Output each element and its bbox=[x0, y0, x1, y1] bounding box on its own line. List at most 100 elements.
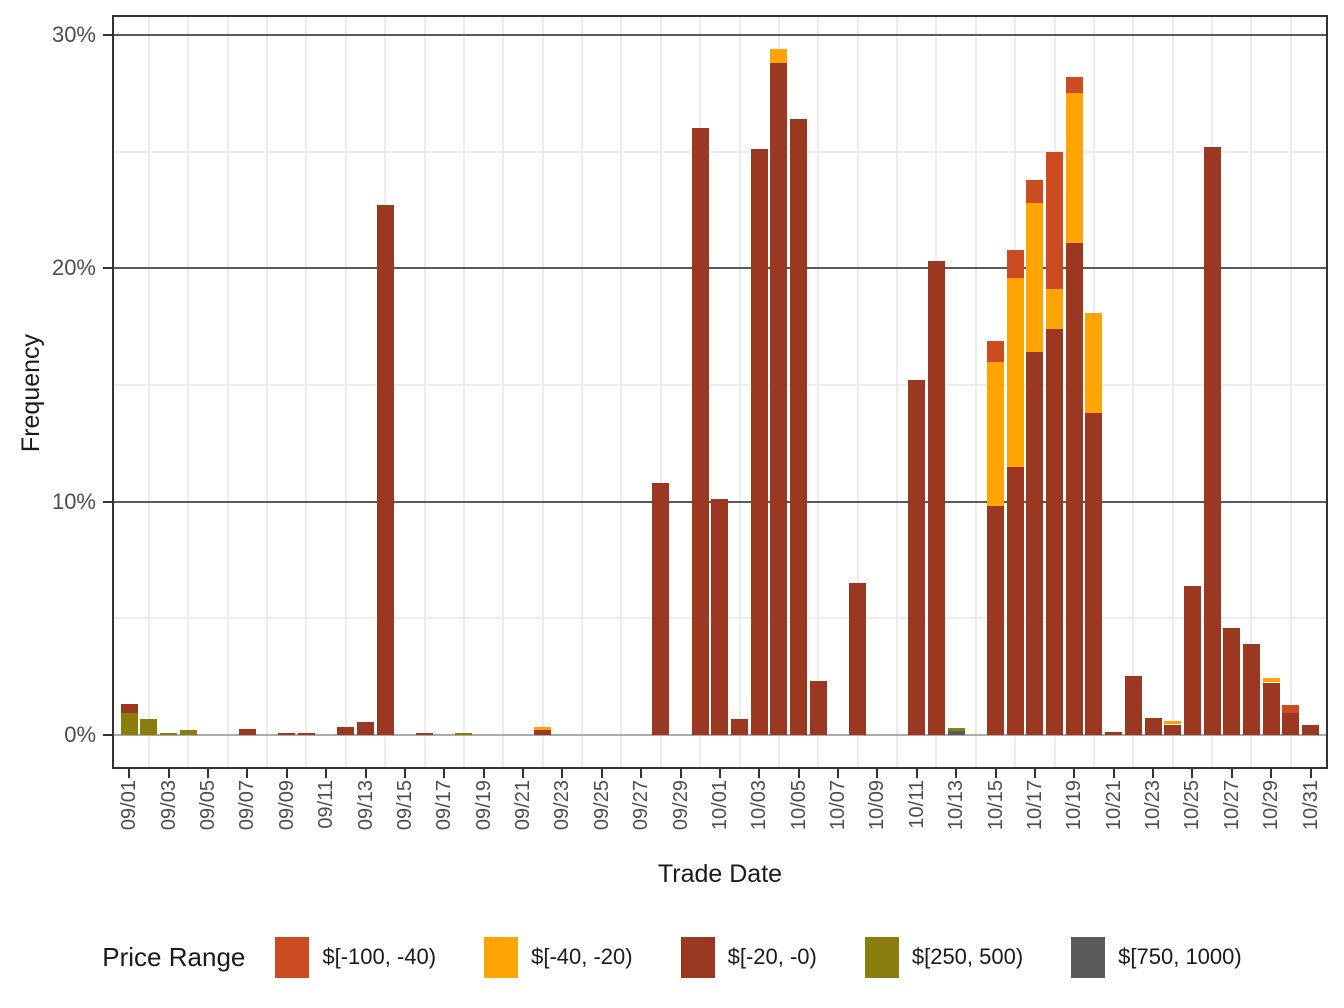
x-tick-label: 09/17 bbox=[433, 780, 456, 831]
bar-10/15 bbox=[987, 15, 1005, 769]
x-tick-mark bbox=[837, 769, 840, 778]
bar-segment bbox=[278, 732, 296, 735]
bar-10/11 bbox=[908, 15, 926, 769]
bar-segment bbox=[1006, 277, 1024, 467]
x-tick-mark bbox=[797, 769, 800, 778]
x-tick-mark bbox=[522, 769, 525, 778]
bar-segment bbox=[1006, 249, 1024, 278]
bar-09/30 bbox=[691, 15, 709, 769]
minor-horizontal-gridline bbox=[112, 384, 1328, 386]
bar-10/26 bbox=[1203, 15, 1221, 769]
bar-segment bbox=[790, 119, 808, 735]
bar-segment bbox=[731, 718, 749, 735]
minor-vertical-gridline bbox=[896, 15, 899, 769]
bar-segment bbox=[357, 722, 375, 735]
x-axis-title: Trade Date bbox=[657, 860, 783, 888]
bar-segment bbox=[455, 733, 473, 735]
bar-10/19 bbox=[1065, 15, 1083, 769]
bar-09/28 bbox=[652, 15, 670, 769]
legend-swatch bbox=[1071, 936, 1106, 978]
x-tick-label: 10/03 bbox=[748, 780, 771, 831]
bar-10/04 bbox=[770, 15, 788, 769]
y-tick-label: 10% bbox=[51, 488, 96, 514]
bar-10/18 bbox=[1046, 15, 1064, 769]
legend-swatch bbox=[680, 936, 715, 978]
bar-segment bbox=[120, 712, 138, 735]
bar-09/09 bbox=[278, 15, 296, 769]
legend-item: $[250, 500) bbox=[864, 936, 1024, 978]
minor-vertical-gridline bbox=[659, 15, 662, 769]
x-tick-label: 09/03 bbox=[157, 780, 180, 831]
major-horizontal-gridline bbox=[112, 34, 1328, 36]
x-tick-label: 09/19 bbox=[472, 780, 495, 831]
bar-segment bbox=[140, 718, 158, 735]
bar-09/13 bbox=[357, 15, 375, 769]
bar-segment bbox=[1144, 717, 1162, 735]
minor-vertical-gridline bbox=[581, 15, 584, 769]
bar-09/10 bbox=[297, 15, 315, 769]
bar-segment bbox=[534, 727, 552, 731]
bar-10/24 bbox=[1164, 15, 1182, 769]
x-tick-label: 10/07 bbox=[827, 780, 850, 831]
x-tick-mark bbox=[246, 769, 249, 778]
x-tick-mark bbox=[679, 769, 682, 778]
bar-segment bbox=[1262, 677, 1280, 683]
minor-vertical-gridline bbox=[817, 15, 820, 769]
minor-vertical-gridline bbox=[541, 15, 544, 769]
x-tick-mark bbox=[325, 769, 328, 778]
x-tick-label: 09/27 bbox=[630, 780, 653, 831]
bar-09/04 bbox=[179, 15, 197, 769]
bar-segment bbox=[1124, 675, 1142, 735]
minor-vertical-gridline bbox=[738, 15, 741, 769]
bar-10/21 bbox=[1105, 15, 1123, 769]
legend: Price Range $[-100, -40) $[-40, -20) $[-20… bbox=[0, 918, 1344, 996]
y-tick-mark bbox=[103, 734, 112, 736]
bar-segment bbox=[238, 729, 256, 735]
x-tick-mark bbox=[167, 769, 170, 778]
bar-segment bbox=[1085, 312, 1103, 413]
x-tick-label: 10/19 bbox=[1063, 780, 1086, 831]
bar-segment bbox=[750, 149, 768, 735]
x-tick-mark bbox=[128, 769, 131, 778]
bar-segment bbox=[1065, 77, 1083, 94]
bar-10/25 bbox=[1183, 15, 1201, 769]
x-tick-mark bbox=[876, 769, 879, 778]
bar-segment bbox=[1026, 179, 1044, 203]
x-tick-mark bbox=[915, 769, 918, 778]
x-tick-mark bbox=[403, 769, 406, 778]
bar-09/16 bbox=[416, 15, 434, 769]
bar-10/06 bbox=[809, 15, 827, 769]
y-tick-mark bbox=[103, 34, 112, 36]
x-tick-label: 09/01 bbox=[118, 780, 141, 831]
bar-segment bbox=[376, 205, 394, 735]
minor-vertical-gridline bbox=[1132, 15, 1135, 769]
bar-segment bbox=[1183, 585, 1201, 735]
legend-swatch bbox=[484, 936, 519, 978]
x-tick-label: 09/21 bbox=[512, 780, 535, 831]
bar-segment bbox=[947, 728, 965, 731]
x-tick-label: 10/29 bbox=[1260, 780, 1283, 831]
x-tick-label: 10/17 bbox=[1023, 780, 1046, 831]
x-tick-label: 09/11 bbox=[315, 780, 338, 829]
minor-vertical-gridline bbox=[620, 15, 623, 769]
y-axis-title: Frequency bbox=[17, 333, 45, 453]
bar-segment bbox=[1223, 627, 1241, 735]
bar-10/29 bbox=[1262, 15, 1280, 769]
bar-segment bbox=[534, 730, 552, 735]
minor-vertical-gridline bbox=[974, 15, 977, 769]
legend-label: $[250, 500) bbox=[911, 944, 1024, 969]
legend-label: $[750, 1000) bbox=[1118, 944, 1242, 969]
bar-10/23 bbox=[1144, 15, 1162, 769]
y-tick-label: 30% bbox=[51, 22, 96, 47]
minor-vertical-gridline bbox=[1289, 15, 1292, 769]
x-tick-mark bbox=[718, 769, 721, 778]
x-tick-mark bbox=[364, 769, 367, 778]
x-tick-label: 10/25 bbox=[1181, 780, 1204, 831]
bar-segment bbox=[1164, 724, 1182, 735]
bar-segment bbox=[652, 483, 670, 735]
legend-item: $[-100, -40) bbox=[275, 936, 436, 978]
x-tick-mark bbox=[955, 769, 958, 778]
x-tick-mark bbox=[207, 769, 210, 778]
x-tick-label: 09/25 bbox=[590, 780, 613, 831]
legend-item: $[750, 1000) bbox=[1071, 936, 1242, 978]
